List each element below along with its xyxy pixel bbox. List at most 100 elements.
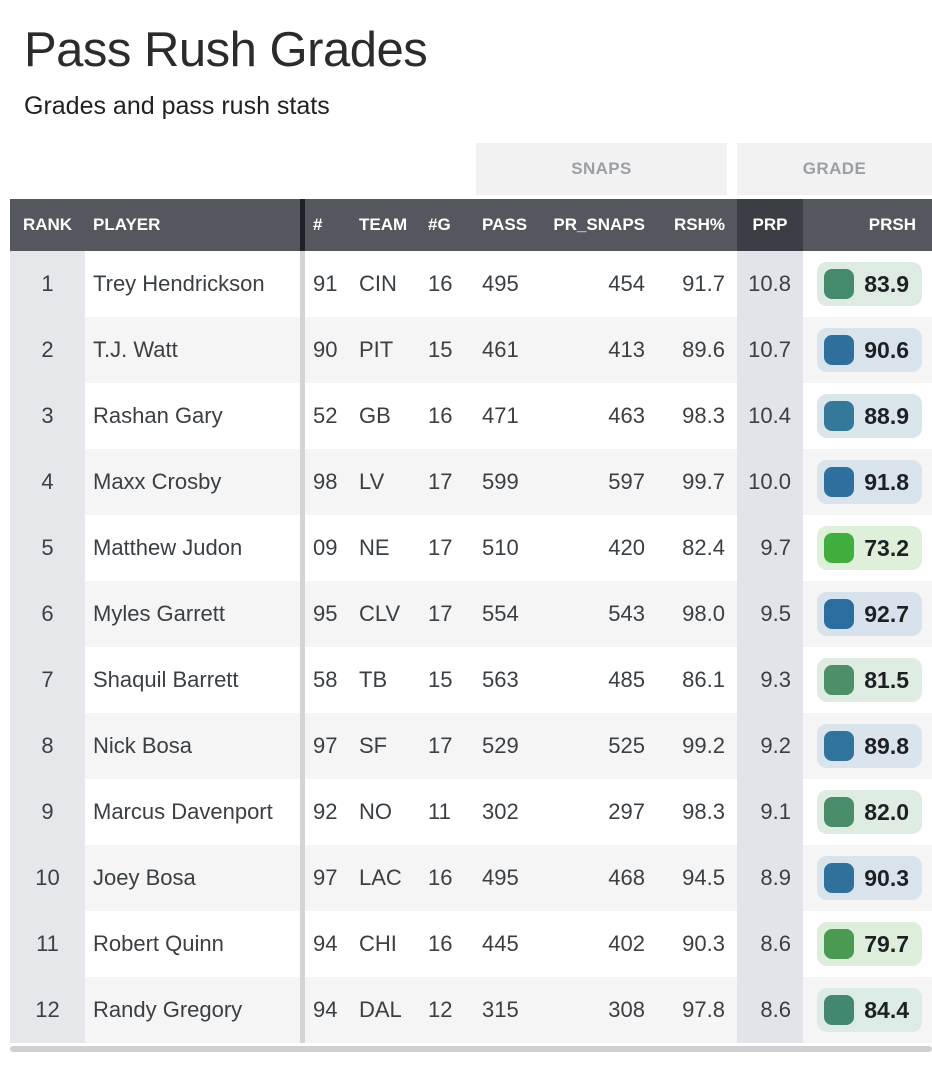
rush-pct-cell: 99.2 bbox=[682, 733, 725, 759]
row-group-gap bbox=[727, 911, 737, 977]
row-column-divider bbox=[300, 449, 305, 516]
group-header-grade: GRADE bbox=[737, 143, 932, 196]
rank-cell: 7 bbox=[10, 647, 85, 714]
jersey-number-cell: 95 bbox=[313, 601, 338, 627]
grade-value: 79.7 bbox=[864, 930, 909, 957]
pr-snaps-cell: 543 bbox=[608, 601, 645, 627]
prsh-cell: 92.7 bbox=[803, 581, 932, 647]
pr-snaps-cell: 413 bbox=[608, 337, 645, 363]
player-name: Robert Quinn bbox=[93, 931, 224, 957]
rush-pct-cell: 86.1 bbox=[682, 667, 725, 693]
grade-value: 73.2 bbox=[864, 534, 909, 561]
team-cell: NO bbox=[359, 799, 392, 825]
grade-color-chip-icon bbox=[824, 401, 855, 432]
table-row: 4 Maxx Crosby 98 LV 17 599 597 99.7 10.0… bbox=[10, 449, 932, 516]
grade-value: 82.0 bbox=[864, 798, 909, 825]
row-column-divider bbox=[300, 911, 305, 978]
rank-cell: 9 bbox=[10, 779, 85, 846]
row-group-gap bbox=[727, 317, 737, 383]
table-row: 7 Shaquil Barrett 58 TB 15 563 485 86.1 … bbox=[10, 647, 932, 714]
column-header-rsh-pct[interactable]: RSH% bbox=[673, 215, 725, 235]
row-group-gap bbox=[727, 515, 737, 581]
rush-pct-cell: 90.3 bbox=[682, 931, 725, 957]
jersey-number-cell: 98 bbox=[313, 469, 338, 495]
column-header-prp[interactable]: PRP bbox=[737, 199, 803, 252]
grade-color-chip-icon bbox=[824, 929, 855, 960]
grade-value: 90.3 bbox=[864, 864, 909, 891]
column-header-prsh[interactable]: PRSH bbox=[868, 215, 916, 235]
games-cell: 11 bbox=[428, 799, 451, 825]
pr-snaps-cell: 597 bbox=[608, 469, 645, 495]
rush-pct-cell: 97.8 bbox=[682, 997, 725, 1023]
pr-snaps-cell: 297 bbox=[608, 799, 645, 825]
row-column-divider bbox=[300, 251, 305, 318]
pass-snaps-cell: 461 bbox=[482, 337, 519, 363]
games-cell: 17 bbox=[428, 469, 453, 495]
games-cell: 15 bbox=[428, 337, 453, 363]
rush-pct-cell: 98.0 bbox=[682, 601, 725, 627]
grade-value: 89.8 bbox=[864, 732, 909, 759]
column-header-pr-snaps[interactable]: PR_SNAPS bbox=[553, 215, 645, 235]
grade-badge: 83.9 bbox=[817, 262, 922, 307]
prp-cell: 9.3 bbox=[737, 647, 803, 714]
grade-color-chip-icon bbox=[824, 863, 855, 894]
player-name: Shaquil Barrett bbox=[93, 667, 239, 693]
grade-value: 83.9 bbox=[864, 270, 909, 297]
table-row: 2 T.J. Watt 90 PIT 15 461 413 89.6 10.7 … bbox=[10, 317, 932, 384]
row-group-gap bbox=[727, 977, 737, 1043]
grade-color-chip-icon bbox=[824, 797, 855, 828]
games-cell: 16 bbox=[428, 271, 453, 297]
team-cell: CIN bbox=[359, 271, 397, 297]
column-header-team[interactable]: TEAM bbox=[359, 215, 408, 235]
grade-value: 91.8 bbox=[864, 468, 909, 495]
pass-snaps-cell: 495 bbox=[482, 271, 519, 297]
jersey-number-cell: 92 bbox=[313, 799, 338, 825]
table-row: 1 Trey Hendrickson 91 CIN 16 495 454 91.… bbox=[10, 251, 932, 318]
grade-badge: 88.9 bbox=[817, 394, 922, 439]
team-cell: TB bbox=[359, 667, 388, 693]
column-header-player[interactable]: PLAYER bbox=[93, 215, 161, 235]
games-cell: 16 bbox=[428, 931, 453, 957]
rank-cell: 4 bbox=[10, 449, 85, 516]
rank-cell: 11 bbox=[10, 911, 85, 978]
rank-cell: 3 bbox=[10, 383, 85, 450]
pr-snaps-cell: 485 bbox=[608, 667, 645, 693]
table-row: 9 Marcus Davenport 92 NO 11 302 297 98.3… bbox=[10, 779, 932, 846]
stats-table: SNAPS GRADE RANK PLAYER # TEAM #G PASS P… bbox=[10, 143, 932, 1053]
grade-value: 84.4 bbox=[864, 996, 909, 1023]
games-cell: 17 bbox=[428, 535, 453, 561]
row-column-divider bbox=[300, 317, 305, 384]
games-cell: 17 bbox=[428, 601, 453, 627]
row-column-divider bbox=[300, 647, 305, 714]
table-row: 12 Randy Gregory 94 DAL 12 315 308 97.8 … bbox=[10, 977, 932, 1044]
column-header-pass[interactable]: PASS bbox=[482, 215, 528, 235]
horizontal-scrollbar[interactable] bbox=[10, 1046, 932, 1053]
grade-badge: 89.8 bbox=[817, 724, 922, 769]
page-header: Pass Rush Grades Grades and pass rush st… bbox=[0, 0, 932, 121]
column-header-number[interactable]: # bbox=[313, 215, 323, 235]
team-cell: LAC bbox=[359, 865, 402, 891]
player-name: Joey Bosa bbox=[93, 865, 196, 891]
column-header-games[interactable]: #G bbox=[428, 215, 451, 235]
rush-pct-cell: 98.3 bbox=[682, 799, 725, 825]
team-cell: CHI bbox=[359, 931, 397, 957]
table-row: 10 Joey Bosa 97 LAC 16 495 468 94.5 8.9 … bbox=[10, 845, 932, 912]
player-name: Trey Hendrickson bbox=[93, 271, 265, 297]
pass-snaps-cell: 510 bbox=[482, 535, 519, 561]
header-group-gap bbox=[727, 199, 737, 252]
grade-value: 90.6 bbox=[864, 336, 909, 363]
grade-badge: 90.6 bbox=[817, 328, 922, 373]
player-name: Randy Gregory bbox=[93, 997, 243, 1023]
grade-color-chip-icon bbox=[824, 533, 855, 564]
player-name: T.J. Watt bbox=[93, 337, 178, 363]
grade-value: 88.9 bbox=[864, 402, 909, 429]
group-header-snaps: SNAPS bbox=[476, 143, 727, 196]
rush-pct-cell: 99.7 bbox=[682, 469, 725, 495]
prp-cell: 8.6 bbox=[737, 977, 803, 1044]
table-row: 5 Matthew Judon 09 NE 17 510 420 82.4 9.… bbox=[10, 515, 932, 582]
grade-color-chip-icon bbox=[824, 335, 855, 366]
column-header-rank[interactable]: RANK bbox=[22, 215, 73, 235]
jersey-number-cell: 09 bbox=[313, 535, 338, 561]
rank-cell: 1 bbox=[10, 251, 85, 318]
